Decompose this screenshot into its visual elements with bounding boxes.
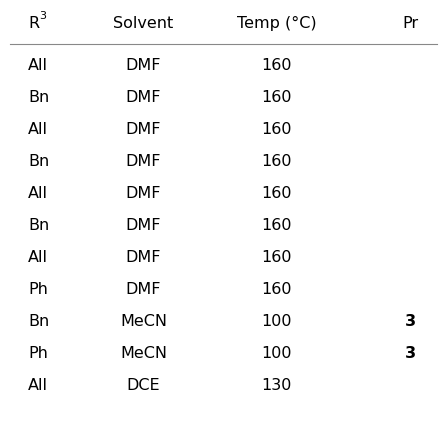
Text: Bn: Bn — [28, 218, 49, 233]
Text: 100: 100 — [261, 346, 292, 361]
Text: All: All — [28, 186, 48, 201]
Text: DMF: DMF — [126, 218, 161, 233]
Text: Pr: Pr — [402, 16, 418, 31]
Text: DCE: DCE — [127, 378, 160, 393]
Text: 160: 160 — [261, 122, 292, 137]
Text: 160: 160 — [261, 154, 292, 169]
Text: 100: 100 — [261, 314, 292, 329]
Text: R: R — [28, 16, 39, 31]
Text: Ph: Ph — [28, 346, 48, 361]
Text: All: All — [28, 250, 48, 265]
Text: 130: 130 — [261, 378, 292, 393]
Text: All: All — [28, 58, 48, 73]
Text: All: All — [28, 122, 48, 137]
Text: Bn: Bn — [28, 154, 49, 169]
Text: 160: 160 — [261, 218, 292, 233]
Text: DMF: DMF — [126, 282, 161, 297]
Text: Solvent: Solvent — [114, 16, 174, 31]
Text: DMF: DMF — [126, 154, 161, 169]
Text: DMF: DMF — [126, 122, 161, 137]
Text: Temp (°C): Temp (°C) — [237, 16, 316, 31]
Text: MeCN: MeCN — [120, 346, 167, 361]
Text: DMF: DMF — [126, 90, 161, 105]
Text: Ph: Ph — [28, 282, 48, 297]
Text: Bn: Bn — [28, 90, 49, 105]
Text: Bn: Bn — [28, 314, 49, 329]
Text: 160: 160 — [261, 186, 292, 201]
Text: DMF: DMF — [126, 58, 161, 73]
Text: 160: 160 — [261, 90, 292, 105]
Text: 3: 3 — [405, 314, 416, 329]
Text: MeCN: MeCN — [120, 314, 167, 329]
Text: 160: 160 — [261, 250, 292, 265]
Text: 3: 3 — [405, 346, 416, 361]
Text: 3: 3 — [40, 11, 46, 21]
Text: All: All — [28, 378, 48, 393]
Text: 160: 160 — [261, 282, 292, 297]
Text: DMF: DMF — [126, 186, 161, 201]
Text: 160: 160 — [261, 58, 292, 73]
Text: DMF: DMF — [126, 250, 161, 265]
